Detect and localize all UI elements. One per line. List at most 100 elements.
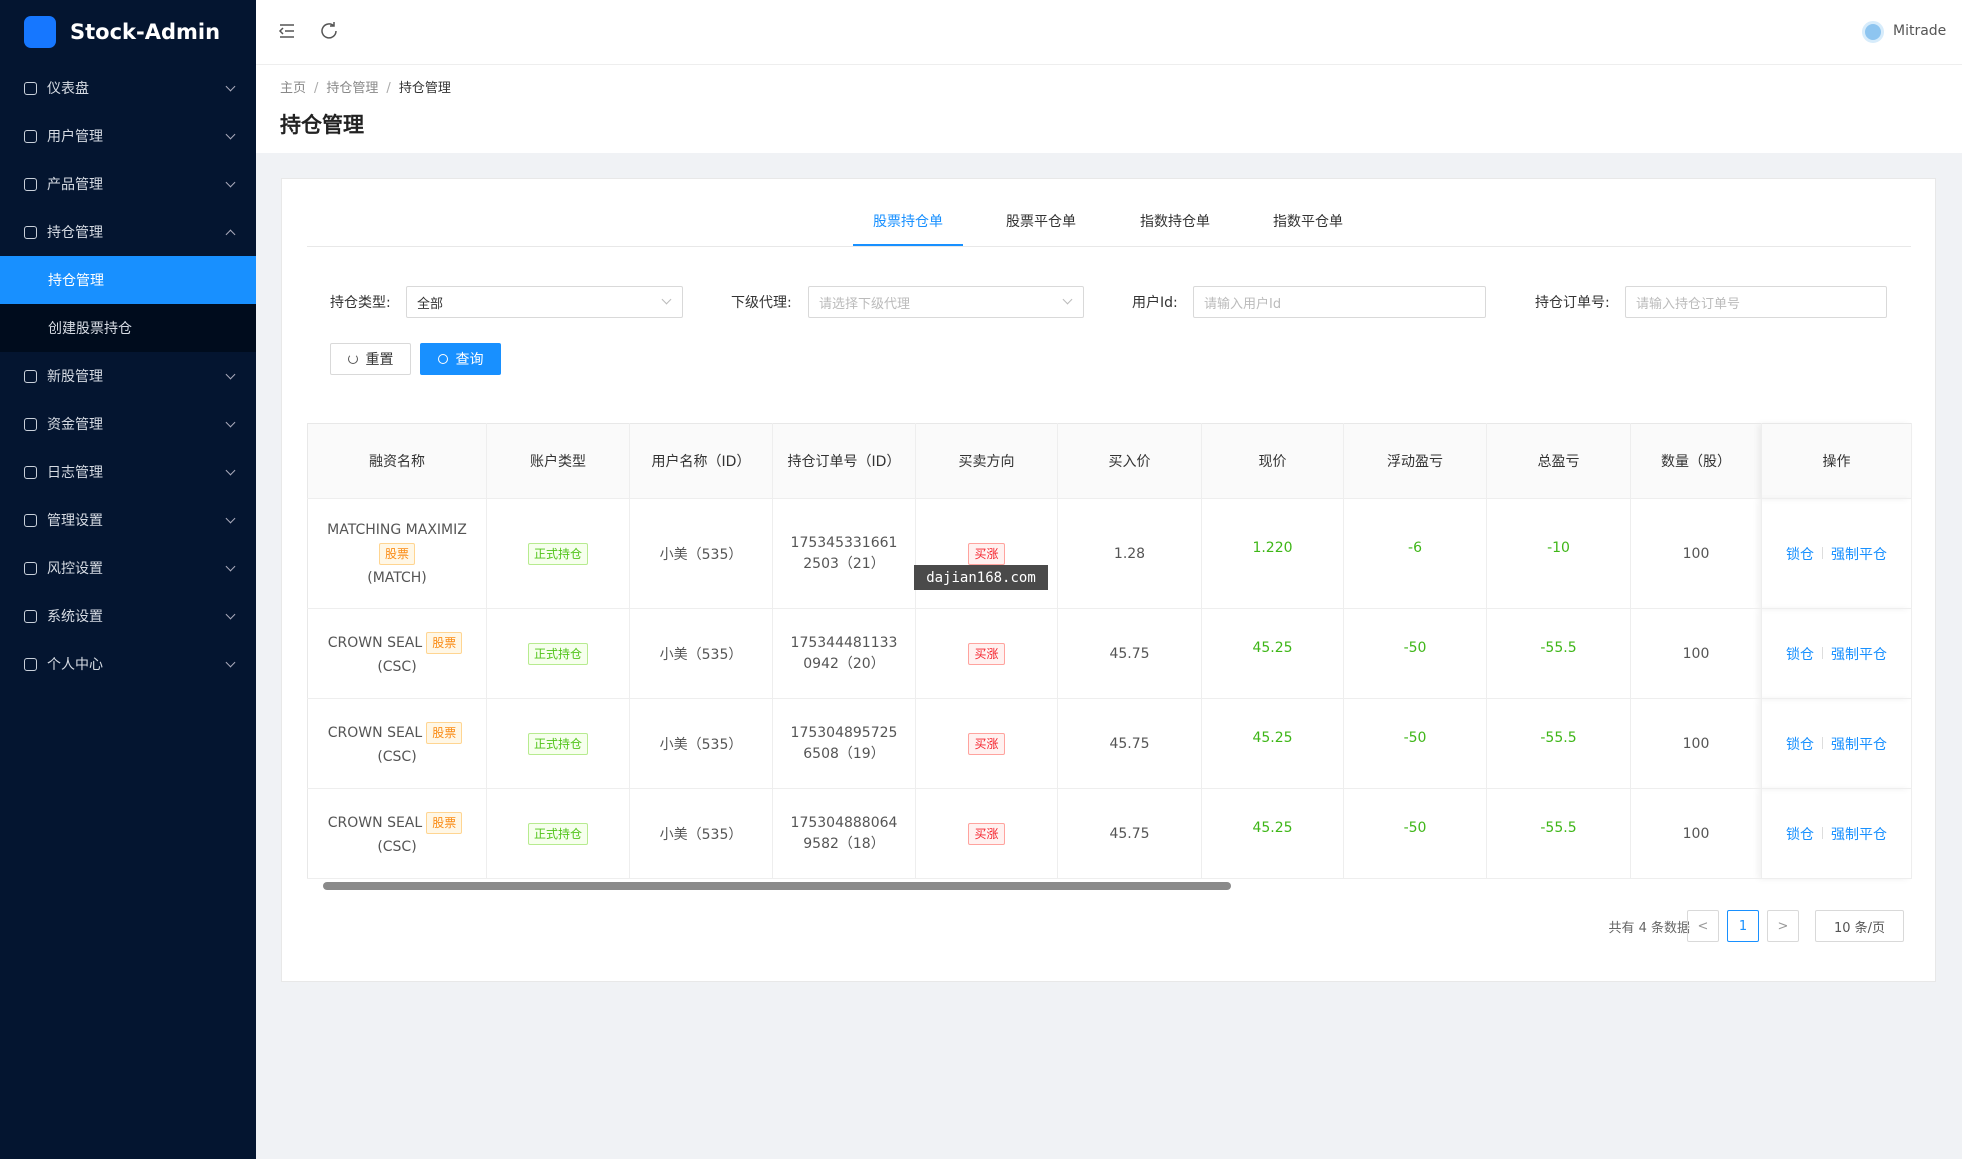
menu-item[interactable]: 个人中心 bbox=[0, 640, 256, 688]
actions-cell: 锁仓 强制平仓 bbox=[1761, 788, 1912, 879]
menu-arrow bbox=[225, 513, 236, 524]
action-link[interactable]: 强制平仓 bbox=[1831, 736, 1887, 753]
account-cell: 正式持仓 bbox=[486, 698, 630, 789]
filter-input[interactable]: 请选择下级代理 bbox=[808, 286, 1084, 318]
action-link[interactable]: 锁仓 bbox=[1786, 646, 1814, 663]
product-name: CROWN SEAL bbox=[327, 634, 423, 651]
product-name: MATCHING MAXIMIZ bbox=[327, 521, 467, 538]
avatar[interactable] bbox=[1862, 21, 1884, 43]
current-page[interactable]: 1 bbox=[1727, 910, 1759, 942]
action-link[interactable]: 强制平仓 bbox=[1831, 826, 1887, 843]
column-header: 买入价 bbox=[1057, 423, 1202, 499]
total-pl: -10 bbox=[1486, 498, 1631, 609]
table-row: CROWN SEAL 股票 (CSC) 正式持仓 小美（535） 175344481133… bbox=[307, 608, 1912, 699]
quantity: 100 bbox=[1630, 608, 1762, 699]
account-cell: 正式持仓 bbox=[486, 788, 630, 879]
user-cell: 小美（535） bbox=[629, 498, 773, 609]
breadcrumb-item[interactable]: 主页 bbox=[280, 81, 307, 96]
menu-label: 新股管理 bbox=[47, 369, 103, 385]
action-link[interactable]: 锁仓 bbox=[1786, 826, 1814, 843]
menu-item[interactable]: 风控设置 bbox=[0, 544, 256, 592]
table-row: CROWN SEAL 股票 (CSC) 正式持仓 小美（535） 175304895725… bbox=[307, 698, 1912, 789]
collapse-icon[interactable] bbox=[278, 22, 296, 40]
direction-tag: 买涨 bbox=[968, 822, 1005, 845]
action-link[interactable]: 锁仓 bbox=[1786, 736, 1814, 753]
menu-item[interactable]: 新股管理 bbox=[0, 352, 256, 400]
float-pl: -50 bbox=[1343, 698, 1487, 789]
tab[interactable]: 指数平仓单 bbox=[1273, 214, 1343, 230]
action-divider bbox=[1822, 546, 1823, 559]
submenu-item[interactable]: 持仓管理 bbox=[0, 256, 256, 304]
table-head: 融资名称 账户类型 用户名称（ID） 持仓订单号（ID） 买卖方向 买入价 现价 浮动盈亏 总盈… bbox=[307, 423, 1912, 499]
filter-input[interactable]: 请输入用户Id bbox=[1193, 286, 1486, 318]
scrollbar-thumb[interactable] bbox=[323, 882, 1231, 890]
page-size[interactable]: 10 条/页 bbox=[1815, 910, 1904, 942]
next-page[interactable]: > bbox=[1767, 910, 1799, 942]
menu-item[interactable]: 系统设置 bbox=[0, 592, 256, 640]
name-cell: CROWN SEAL 股票 (CSC) bbox=[307, 698, 487, 789]
product-code: (CSC) bbox=[377, 748, 417, 765]
name-cell: MATCHING MAXIMIZ 股票 (MATCH) bbox=[307, 498, 487, 609]
query-icon bbox=[437, 354, 448, 364]
menu-icon bbox=[24, 369, 37, 383]
account-cell: 正式持仓 bbox=[486, 608, 630, 699]
menu-item[interactable]: 管理设置 bbox=[0, 496, 256, 544]
order-cell: 1753453316612503（21） bbox=[772, 498, 916, 609]
menu-item[interactable]: 日志管理 bbox=[0, 448, 256, 496]
table-row: MATCHING MAXIMIZ 股票 (MATCH) 正式持仓 小美（535） 1753… bbox=[307, 498, 1912, 609]
card: 股票持仓单 股票平仓单 指数持仓单 指数平仓单 持仓类型: 全部 下级代理: 请选择下级代理用… bbox=[281, 178, 1936, 982]
breadcrumb-item[interactable]: 持仓管理 bbox=[326, 81, 379, 96]
float-pl: -50 bbox=[1343, 608, 1487, 699]
filter-input[interactable]: 全部 bbox=[406, 286, 683, 318]
action-divider bbox=[1822, 826, 1823, 839]
reset-button[interactable]: 重置 bbox=[330, 343, 411, 375]
buy-price: 45.75 bbox=[1057, 698, 1202, 789]
tab[interactable]: 指数持仓单 bbox=[1140, 214, 1210, 230]
action-link[interactable]: 强制平仓 bbox=[1831, 546, 1887, 563]
logo bbox=[24, 16, 56, 48]
quantity: 100 bbox=[1630, 498, 1762, 609]
column-header: 用户名称（ID） bbox=[629, 423, 773, 499]
menu-item[interactable]: 产品管理 bbox=[0, 160, 256, 208]
refresh-icon[interactable] bbox=[320, 21, 338, 39]
menu-item[interactable]: 仪表盘 bbox=[0, 64, 256, 112]
order-number: 1753453316612503（21） bbox=[790, 534, 898, 572]
action-link[interactable]: 强制平仓 bbox=[1831, 646, 1887, 663]
page-title: 持仓管理 bbox=[280, 113, 364, 137]
menu-label: 个人中心 bbox=[47, 657, 103, 673]
product-tag: 股票 bbox=[378, 542, 415, 565]
float-pl: -6 bbox=[1343, 498, 1487, 609]
menu-item[interactable]: 持仓管理 bbox=[0, 208, 256, 256]
menu-arrow bbox=[225, 129, 236, 140]
brand: Stock-Admin bbox=[0, 0, 256, 64]
query-button[interactable]: 查询 bbox=[420, 343, 501, 375]
submenu-item[interactable]: 创建股票持仓 bbox=[0, 304, 256, 352]
order-cell: 1753444811330942（20） bbox=[772, 608, 916, 699]
column-header: 账户类型 bbox=[486, 423, 630, 499]
tab[interactable]: 股票持仓单 bbox=[853, 211, 963, 246]
menu-arrow bbox=[225, 561, 236, 572]
product-code: (MATCH) bbox=[367, 569, 427, 586]
filter-input[interactable]: 请输入持仓订单号 bbox=[1625, 286, 1887, 318]
query-text: 查询 bbox=[455, 352, 484, 368]
action-divider bbox=[1822, 736, 1823, 749]
tab[interactable]: 股票平仓单 bbox=[1006, 214, 1076, 230]
menu-item[interactable]: 资金管理 bbox=[0, 400, 256, 448]
current-price: 45.25 bbox=[1201, 788, 1344, 879]
pagination-total: 共有 4 条数据 bbox=[1608, 921, 1690, 936]
action-link[interactable]: 锁仓 bbox=[1786, 546, 1814, 563]
column-header: 现价 bbox=[1201, 423, 1344, 499]
data-table: 融资名称 账户类型 用户名称（ID） 持仓订单号（ID） 买卖方向 买入价 现价 浮动盈亏 总盈… bbox=[307, 423, 1912, 879]
prev-page[interactable]: < bbox=[1687, 910, 1719, 942]
account-tag: 正式持仓 bbox=[527, 542, 588, 565]
menu-item[interactable]: 用户管理 bbox=[0, 112, 256, 160]
user-name[interactable]: Mitrade bbox=[1893, 23, 1947, 39]
product-tag: 股票 bbox=[426, 811, 463, 834]
select-arrow bbox=[661, 294, 672, 305]
order-number: 1753048957256508（19） bbox=[790, 724, 898, 762]
menu-icon bbox=[24, 225, 37, 239]
reset-icon bbox=[347, 354, 358, 364]
menu-label: 仪表盘 bbox=[47, 81, 89, 97]
buy-price: 45.75 bbox=[1057, 788, 1202, 879]
current-price: 1.220 bbox=[1201, 498, 1344, 609]
